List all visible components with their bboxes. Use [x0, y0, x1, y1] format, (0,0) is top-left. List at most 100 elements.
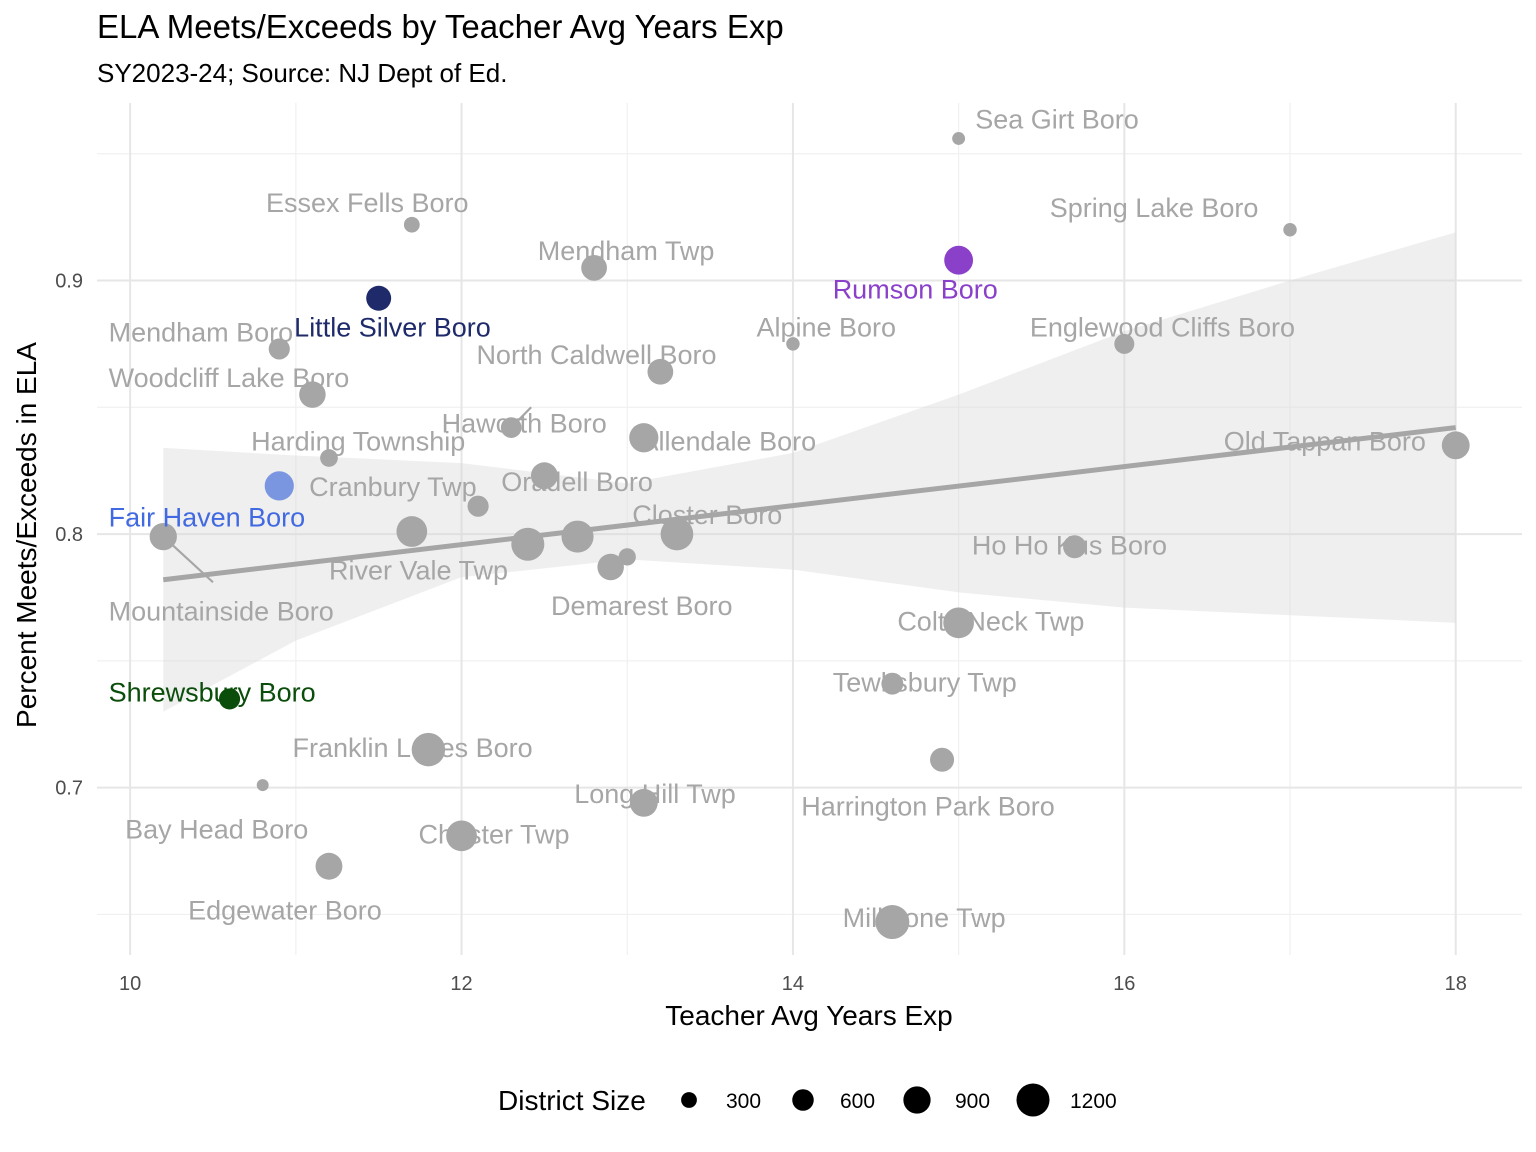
data-point — [268, 338, 290, 360]
data-point — [315, 852, 343, 880]
data-point — [881, 672, 904, 695]
legend-key — [903, 1086, 931, 1114]
data-points — [149, 132, 1470, 940]
data-point — [396, 516, 428, 547]
point-label: Woodcliff Lake Boro — [109, 363, 350, 393]
data-point — [629, 788, 658, 817]
x-tick-label: 18 — [1445, 973, 1467, 995]
data-point — [264, 471, 294, 501]
legend-key — [1016, 1083, 1050, 1117]
data-point — [530, 462, 558, 490]
data-point — [930, 747, 955, 772]
legend-key — [681, 1092, 697, 1108]
legend-label: 1200 — [1070, 1090, 1117, 1113]
point-label: Harrington Park Boro — [801, 792, 1055, 822]
point-label: Alpine Boro — [756, 312, 896, 342]
data-point — [320, 449, 338, 467]
point-label: Harding Township — [251, 426, 465, 456]
point-label: Spring Lake Boro — [1050, 193, 1259, 223]
data-point — [446, 820, 477, 852]
data-point — [403, 216, 420, 233]
data-point — [411, 732, 446, 767]
x-axis-title: Teacher Avg Years Exp — [665, 1000, 952, 1031]
point-label: Shrewsbury Boro — [109, 677, 316, 707]
data-point — [647, 358, 674, 385]
x-tick-label: 10 — [119, 973, 141, 995]
data-point — [943, 607, 974, 639]
x-tick-label: 16 — [1113, 973, 1135, 995]
point-label: Fair Haven Boro — [109, 502, 306, 532]
data-point — [299, 381, 326, 408]
data-point — [256, 779, 269, 792]
legend-label: 300 — [726, 1090, 761, 1113]
point-label: Tewksbury Twp — [833, 667, 1017, 697]
data-point — [366, 285, 392, 311]
y-tick-label: 0.9 — [55, 271, 83, 293]
grid-lines — [97, 103, 1522, 955]
data-point — [952, 132, 966, 145]
data-point — [1114, 333, 1135, 354]
data-point — [786, 337, 800, 351]
point-label: Allendale Boro — [640, 426, 816, 456]
data-point — [629, 423, 659, 453]
data-point — [875, 905, 910, 940]
data-point — [1283, 223, 1297, 237]
legend-label: 600 — [840, 1090, 875, 1113]
axis-ticks: 10 12 14 16 18 0.7 0.8 0.9 — [55, 271, 1467, 996]
point-label: Oradell Boro — [501, 467, 653, 497]
confidence-band — [163, 232, 1456, 712]
legend-title: District Size — [498, 1085, 646, 1116]
point-label: Little Silver Boro — [294, 312, 491, 342]
point-label: River Vale Twp — [329, 556, 508, 586]
point-label: Long Hill Twp — [574, 779, 736, 809]
chart-title: ELA Meets/Exceeds by Teacher Avg Years E… — [97, 8, 784, 45]
x-tick-label: 14 — [782, 973, 804, 995]
point-label: Cranbury Twp — [309, 472, 477, 502]
data-point — [149, 522, 177, 551]
chart-subtitle: SY2023-24; Source: NJ Dept of Ed. — [97, 58, 508, 88]
point-label: Colts Neck Twp — [897, 606, 1084, 636]
y-tick-label: 0.7 — [55, 778, 83, 800]
data-point — [1063, 535, 1087, 559]
point-label: Mendham Twp — [538, 236, 715, 266]
x-tick-label: 12 — [450, 973, 472, 995]
point-label: Englewood Cliffs Boro — [1030, 312, 1295, 342]
data-point — [1441, 431, 1470, 460]
point-label: Essex Fells Boro — [266, 188, 469, 218]
point-label: Closter Boro — [632, 500, 782, 530]
point-label: Mendham Boro — [109, 317, 294, 347]
point-label: Ho Ho Kus Boro — [972, 530, 1167, 560]
regression-line — [162, 425, 1457, 583]
point-label: Rumson Boro — [833, 274, 998, 304]
data-point — [618, 548, 636, 566]
point-label: Old Tappan Boro — [1224, 426, 1426, 456]
y-axis-title: Percent Meets/Exceeds in ELA — [11, 342, 42, 728]
size-legend: District Size 300 600 900 1200 — [498, 1083, 1117, 1117]
legend-key — [792, 1089, 814, 1111]
point-label: Millstone Twp — [843, 903, 1006, 933]
point-label: Franklin Lakes Boro — [293, 733, 533, 763]
data-point — [511, 527, 545, 561]
point-label: Edgewater Boro — [188, 896, 382, 926]
point-label: Chester Twp — [418, 819, 569, 849]
point-label: Bay Head Boro — [125, 814, 308, 844]
data-point — [218, 688, 241, 710]
confidence-band-area — [163, 232, 1456, 712]
data-point — [467, 495, 489, 517]
data-point — [944, 245, 974, 275]
trend-line — [162, 425, 1457, 583]
point-label: North Caldwell Boro — [476, 340, 716, 370]
point-label: Haworth Boro — [442, 409, 607, 439]
point-labels: Sea Girt Boro Essex Fells Boro Spring Lake… — [109, 104, 1426, 933]
point-label: Demarest Boro — [551, 591, 733, 621]
data-point — [561, 520, 594, 553]
legend-label: 900 — [955, 1090, 990, 1113]
data-point — [597, 553, 624, 581]
point-label: Sea Girt Boro — [975, 104, 1139, 134]
y-tick-label: 0.8 — [55, 524, 83, 546]
data-point — [500, 417, 522, 438]
data-point — [660, 517, 694, 551]
point-label: Mountainside Boro — [109, 596, 334, 626]
data-point — [581, 254, 607, 281]
